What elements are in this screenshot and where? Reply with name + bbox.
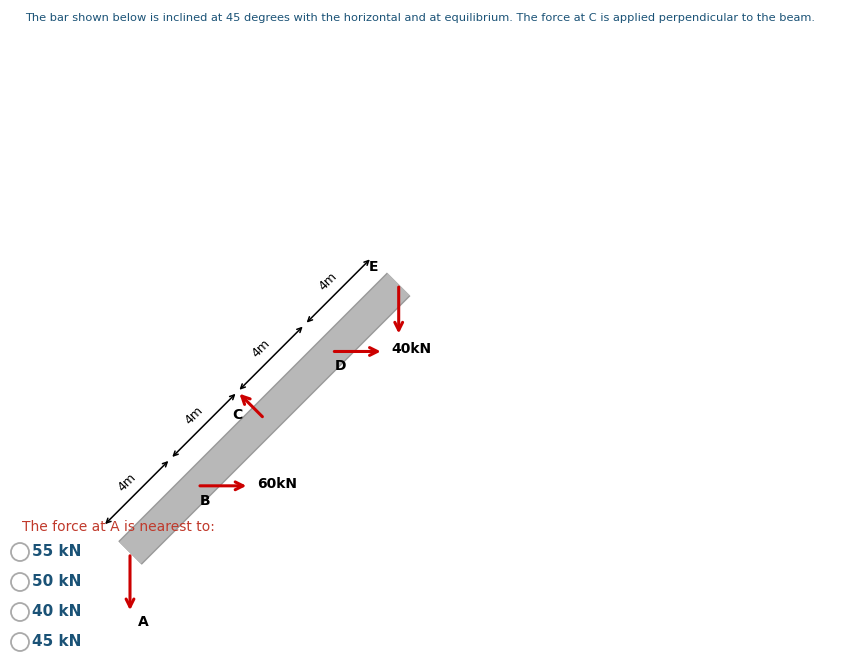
Text: E: E [369,261,378,274]
Text: 45 kN: 45 kN [32,634,82,649]
Text: 55 kN: 55 kN [32,545,82,559]
Text: 40kN: 40kN [392,342,431,357]
Text: C: C [232,408,242,422]
Text: 60kN: 60kN [257,477,297,491]
Text: 4m: 4m [115,471,139,494]
Text: D: D [335,359,346,374]
Text: B: B [200,494,211,508]
Text: 40 kN: 40 kN [32,605,82,619]
Text: A: A [138,615,149,629]
Text: The force at A is nearest to:: The force at A is nearest to: [22,520,214,534]
Text: 4m: 4m [317,269,340,293]
Text: 50 kN: 50 kN [32,574,82,590]
Text: 4m: 4m [182,404,206,427]
Text: 4m: 4m [250,337,272,360]
Text: The bar shown below is inclined at 45 degrees with the horizontal and at equilib: The bar shown below is inclined at 45 de… [25,13,816,23]
